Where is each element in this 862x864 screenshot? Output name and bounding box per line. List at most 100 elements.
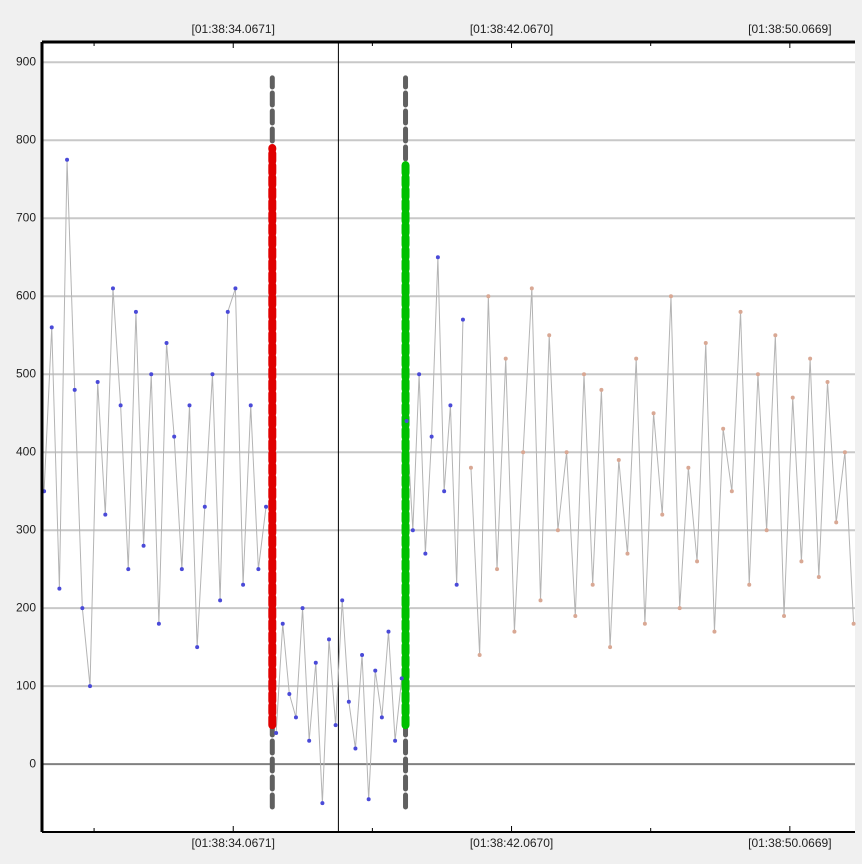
point	[386, 629, 391, 634]
point	[521, 450, 526, 455]
point	[651, 411, 656, 416]
point	[634, 356, 639, 361]
point	[280, 621, 285, 626]
point	[399, 676, 404, 681]
point	[241, 582, 246, 587]
point	[88, 684, 93, 689]
point	[764, 528, 769, 533]
point	[103, 512, 108, 517]
y-tick-label: 500	[16, 366, 36, 380]
point	[410, 528, 415, 533]
point	[80, 606, 85, 611]
point	[149, 372, 154, 377]
point	[738, 309, 743, 314]
point	[133, 309, 138, 314]
point	[293, 715, 298, 720]
point	[512, 629, 517, 634]
point	[555, 528, 560, 533]
point	[72, 387, 77, 392]
point	[210, 372, 215, 377]
y-tick-label: 0	[29, 756, 36, 770]
series-line	[275, 600, 403, 804]
point	[126, 567, 131, 572]
x-tick-label-bottom: [01:38:34.0671]	[192, 836, 275, 850]
point	[248, 403, 253, 408]
point	[660, 512, 665, 517]
point	[755, 372, 760, 377]
point	[468, 465, 473, 470]
point	[340, 598, 345, 603]
y-tick-label: 600	[16, 288, 36, 302]
point	[677, 606, 682, 611]
point	[608, 645, 613, 650]
x-tick-label-bottom: [01:38:42.0670]	[470, 836, 553, 850]
point	[616, 458, 621, 463]
point	[816, 574, 821, 579]
point	[202, 504, 207, 509]
point	[49, 325, 54, 330]
point	[404, 419, 409, 424]
point	[366, 797, 371, 802]
point	[327, 637, 332, 642]
point	[825, 380, 830, 385]
point	[842, 450, 847, 455]
series-line	[43, 159, 267, 687]
point	[373, 668, 378, 673]
point	[460, 317, 465, 322]
point	[547, 333, 552, 338]
point	[274, 730, 279, 735]
point	[573, 613, 578, 618]
point	[287, 691, 292, 696]
point	[435, 255, 440, 260]
point	[834, 520, 839, 525]
point	[695, 559, 700, 564]
y-tick-label: 300	[16, 522, 36, 536]
y-tick-label: 400	[16, 444, 36, 458]
y-tick-label: 200	[16, 600, 36, 614]
y-tick-label: 800	[16, 132, 36, 146]
x-tick-label-top: [01:38:50.0669]	[748, 22, 831, 36]
point	[477, 652, 482, 657]
point	[225, 309, 230, 314]
point	[187, 403, 192, 408]
point	[264, 504, 269, 509]
point	[747, 582, 752, 587]
point	[442, 489, 447, 494]
point	[233, 286, 238, 291]
point	[333, 723, 338, 728]
point	[164, 341, 169, 346]
point	[95, 380, 100, 385]
point	[851, 621, 856, 626]
point	[172, 434, 177, 439]
point	[353, 746, 358, 751]
point	[712, 629, 717, 634]
point	[668, 294, 673, 299]
point	[195, 645, 200, 650]
point	[703, 341, 708, 346]
point	[495, 567, 500, 572]
y-tick-label: 700	[16, 210, 36, 224]
point	[346, 699, 351, 704]
point	[808, 356, 813, 361]
point	[503, 356, 508, 361]
point	[686, 465, 691, 470]
point	[57, 586, 62, 591]
point	[156, 621, 161, 626]
point	[179, 567, 184, 572]
point	[564, 450, 569, 455]
x-tick-label-top: [01:38:42.0670]	[470, 22, 553, 36]
point	[799, 559, 804, 564]
point	[256, 567, 261, 572]
point	[218, 598, 223, 603]
point	[773, 333, 778, 338]
point	[300, 606, 305, 611]
point	[379, 715, 384, 720]
point	[307, 738, 312, 743]
point	[360, 652, 365, 657]
point	[782, 613, 787, 618]
point	[448, 403, 453, 408]
x-tick-label-top: [01:38:34.0671]	[192, 22, 275, 36]
point	[110, 286, 115, 291]
